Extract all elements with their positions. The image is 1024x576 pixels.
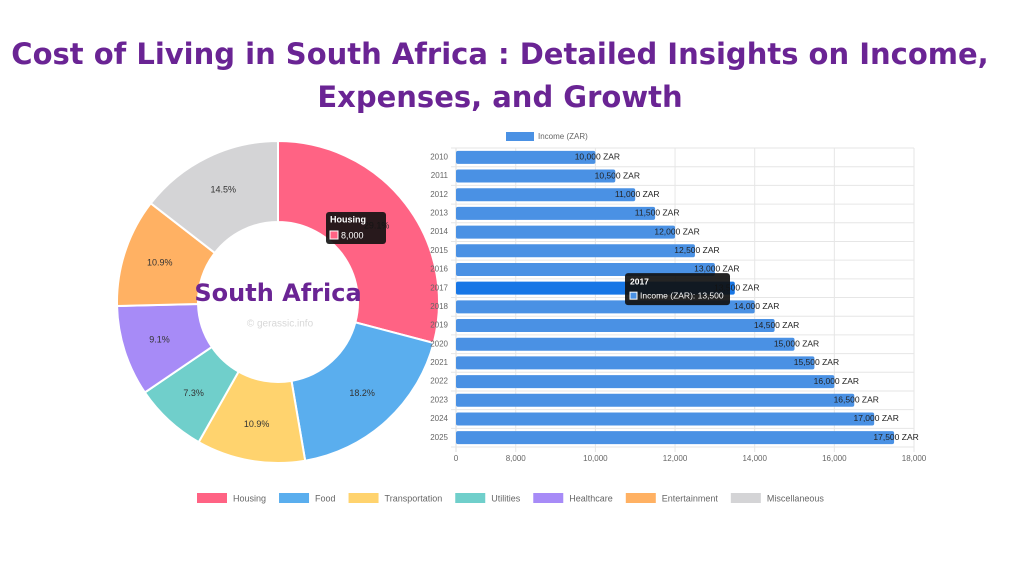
legend-label: Transportation <box>385 493 443 503</box>
legend-swatch <box>506 132 534 141</box>
tooltip-swatch <box>329 230 339 240</box>
tooltip <box>625 273 730 306</box>
bar <box>456 375 835 389</box>
bar <box>456 393 855 407</box>
y-tick-label: 2014 <box>430 227 448 236</box>
y-tick-label: 2020 <box>430 339 448 348</box>
legend-label: Food <box>315 493 336 503</box>
bar <box>456 356 815 370</box>
watermark: © gerassic.info <box>247 319 314 330</box>
x-tick-label: 16,000 <box>822 454 847 463</box>
y-tick-label: 2023 <box>430 395 448 404</box>
x-tick-label: 14,000 <box>742 454 767 463</box>
bar <box>456 431 895 445</box>
page-title: Cost of Living in South Africa : Detaile… <box>11 37 989 71</box>
page-title: Expenses, and Growth <box>317 80 683 114</box>
legend-swatch <box>197 493 227 503</box>
y-tick-label: 2017 <box>430 283 448 292</box>
tooltip-title: Housing <box>330 214 366 224</box>
data-label: 14.5% <box>210 185 236 195</box>
bar <box>456 319 775 333</box>
tooltip-title: 2017 <box>630 276 649 286</box>
legend-swatch <box>625 493 656 503</box>
bar <box>456 244 695 258</box>
x-tick-label: 18,000 <box>902 454 927 463</box>
data-label: 9.1% <box>149 334 170 344</box>
data-label: 18.2% <box>349 388 375 398</box>
donut-segment <box>290 321 435 462</box>
legend-swatch <box>279 493 310 503</box>
y-tick-label: 2018 <box>430 302 448 311</box>
data-label: 11,000 ZAR <box>615 189 660 199</box>
legend-label: Housing <box>233 493 266 503</box>
x-tick-label: 12,000 <box>663 454 688 463</box>
data-label: 10,000 ZAR <box>575 152 620 162</box>
tooltip-swatch <box>629 291 638 300</box>
x-tick-label: 8,000 <box>506 454 527 463</box>
y-tick-label: 2011 <box>431 171 449 180</box>
y-tick-label: 2010 <box>430 152 448 161</box>
tooltip-text: Income (ZAR): 13,500 <box>640 290 724 300</box>
data-label: 15,500 ZAR <box>794 357 839 367</box>
legend-swatch <box>455 493 486 503</box>
data-label: 13,500 ZAR <box>714 282 759 292</box>
data-label: 7.3% <box>183 388 204 398</box>
tooltip-text: 8,000 <box>341 230 364 240</box>
y-tick-label: 2013 <box>430 209 448 218</box>
bar <box>456 225 676 239</box>
data-label: 15,000 ZAR <box>774 338 819 348</box>
bar <box>456 188 636 202</box>
data-label: 11,500 ZAR <box>635 208 680 218</box>
data-label: 14,000 ZAR <box>734 301 779 311</box>
center-text: South Africa <box>194 279 361 307</box>
y-tick-label: 2021 <box>430 358 448 367</box>
data-label: 10.9% <box>147 258 173 268</box>
x-tick-label: 10,000 <box>583 454 608 463</box>
data-label: 10,500 ZAR <box>595 170 640 180</box>
bar <box>456 262 715 276</box>
data-label: 12,500 ZAR <box>674 245 719 255</box>
x-tick-label: 0 <box>454 454 459 463</box>
bar <box>456 337 795 351</box>
legend-label: Healthcare <box>569 493 613 503</box>
bar <box>456 169 616 183</box>
data-label: 12,000 ZAR <box>654 226 699 236</box>
legend-label: Utilities <box>491 493 521 503</box>
legend-swatch <box>533 493 564 503</box>
legend-label: Miscellaneous <box>767 493 825 503</box>
data-label: 10.9% <box>244 419 270 429</box>
donut-segment <box>149 139 279 255</box>
bar <box>456 206 656 220</box>
legend-label: Entertainment <box>662 493 719 503</box>
y-tick-label: 2019 <box>430 321 448 330</box>
data-label: 17,500 ZAR <box>873 432 918 442</box>
data-label: 13,000 ZAR <box>694 264 739 274</box>
data-label: 17,000 ZAR <box>853 413 898 423</box>
bar <box>456 412 875 426</box>
data-label: 16,000 ZAR <box>814 376 859 386</box>
tooltip <box>326 212 386 244</box>
legend-swatch <box>348 493 379 503</box>
data-label: 14,500 ZAR <box>754 320 799 330</box>
data-label: 16,500 ZAR <box>834 395 879 405</box>
bar <box>456 150 596 164</box>
legend-swatch <box>730 493 761 503</box>
y-tick-label: 2025 <box>430 433 448 442</box>
y-tick-label: 2015 <box>430 246 448 255</box>
legend-label: Income (ZAR) <box>538 132 588 141</box>
y-tick-label: 2016 <box>430 265 448 274</box>
y-tick-label: 2012 <box>430 190 448 199</box>
y-tick-label: 2024 <box>430 414 448 423</box>
y-tick-label: 2022 <box>430 377 448 386</box>
